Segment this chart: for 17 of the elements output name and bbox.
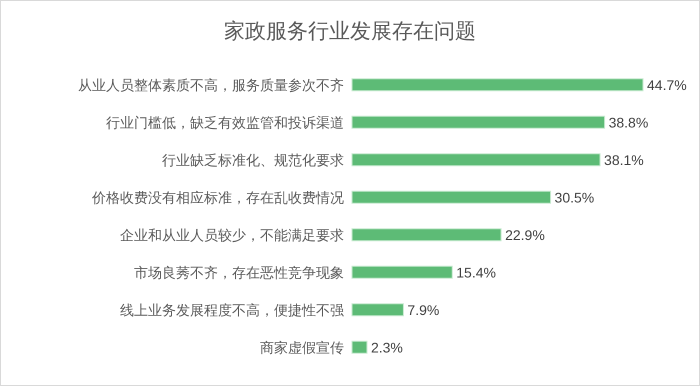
y-tick-label: 行业门槛低，缺乏有效监管和投诉渠道 [106,115,344,132]
data-label: 15.4% [456,264,496,280]
data-label: 22.9% [505,226,545,243]
data-label: 7.9% [407,302,440,318]
data-label: 44.7% [647,76,687,93]
data-label: 38.1% [604,152,644,168]
y-tick-label: 市场良莠不齐，存在恶性竞争现象 [134,265,344,282]
y-tick-label: 价格收费没有相应标准，存在乱收费情况 [91,190,344,206]
chart-title: 家政服务行业发展存在问题 [224,19,476,43]
data-label: 2.3% [370,339,403,356]
y-tick-label: 商家虚假宣传 [260,340,344,356]
y-tick-label: 企业和从业人员较少，不能满足要求 [120,228,344,244]
y-tick-label: 行业缺乏标准化、规范化要求 [162,152,344,169]
data-label: 38.8% [608,114,648,130]
y-tick-label: 从业人员整体素质不高，服务质量参次不齐 [78,78,344,94]
y-tick-label: 线上业务发展程度不高，便捷性不强 [120,302,344,319]
data-label: 30.5% [554,189,594,206]
